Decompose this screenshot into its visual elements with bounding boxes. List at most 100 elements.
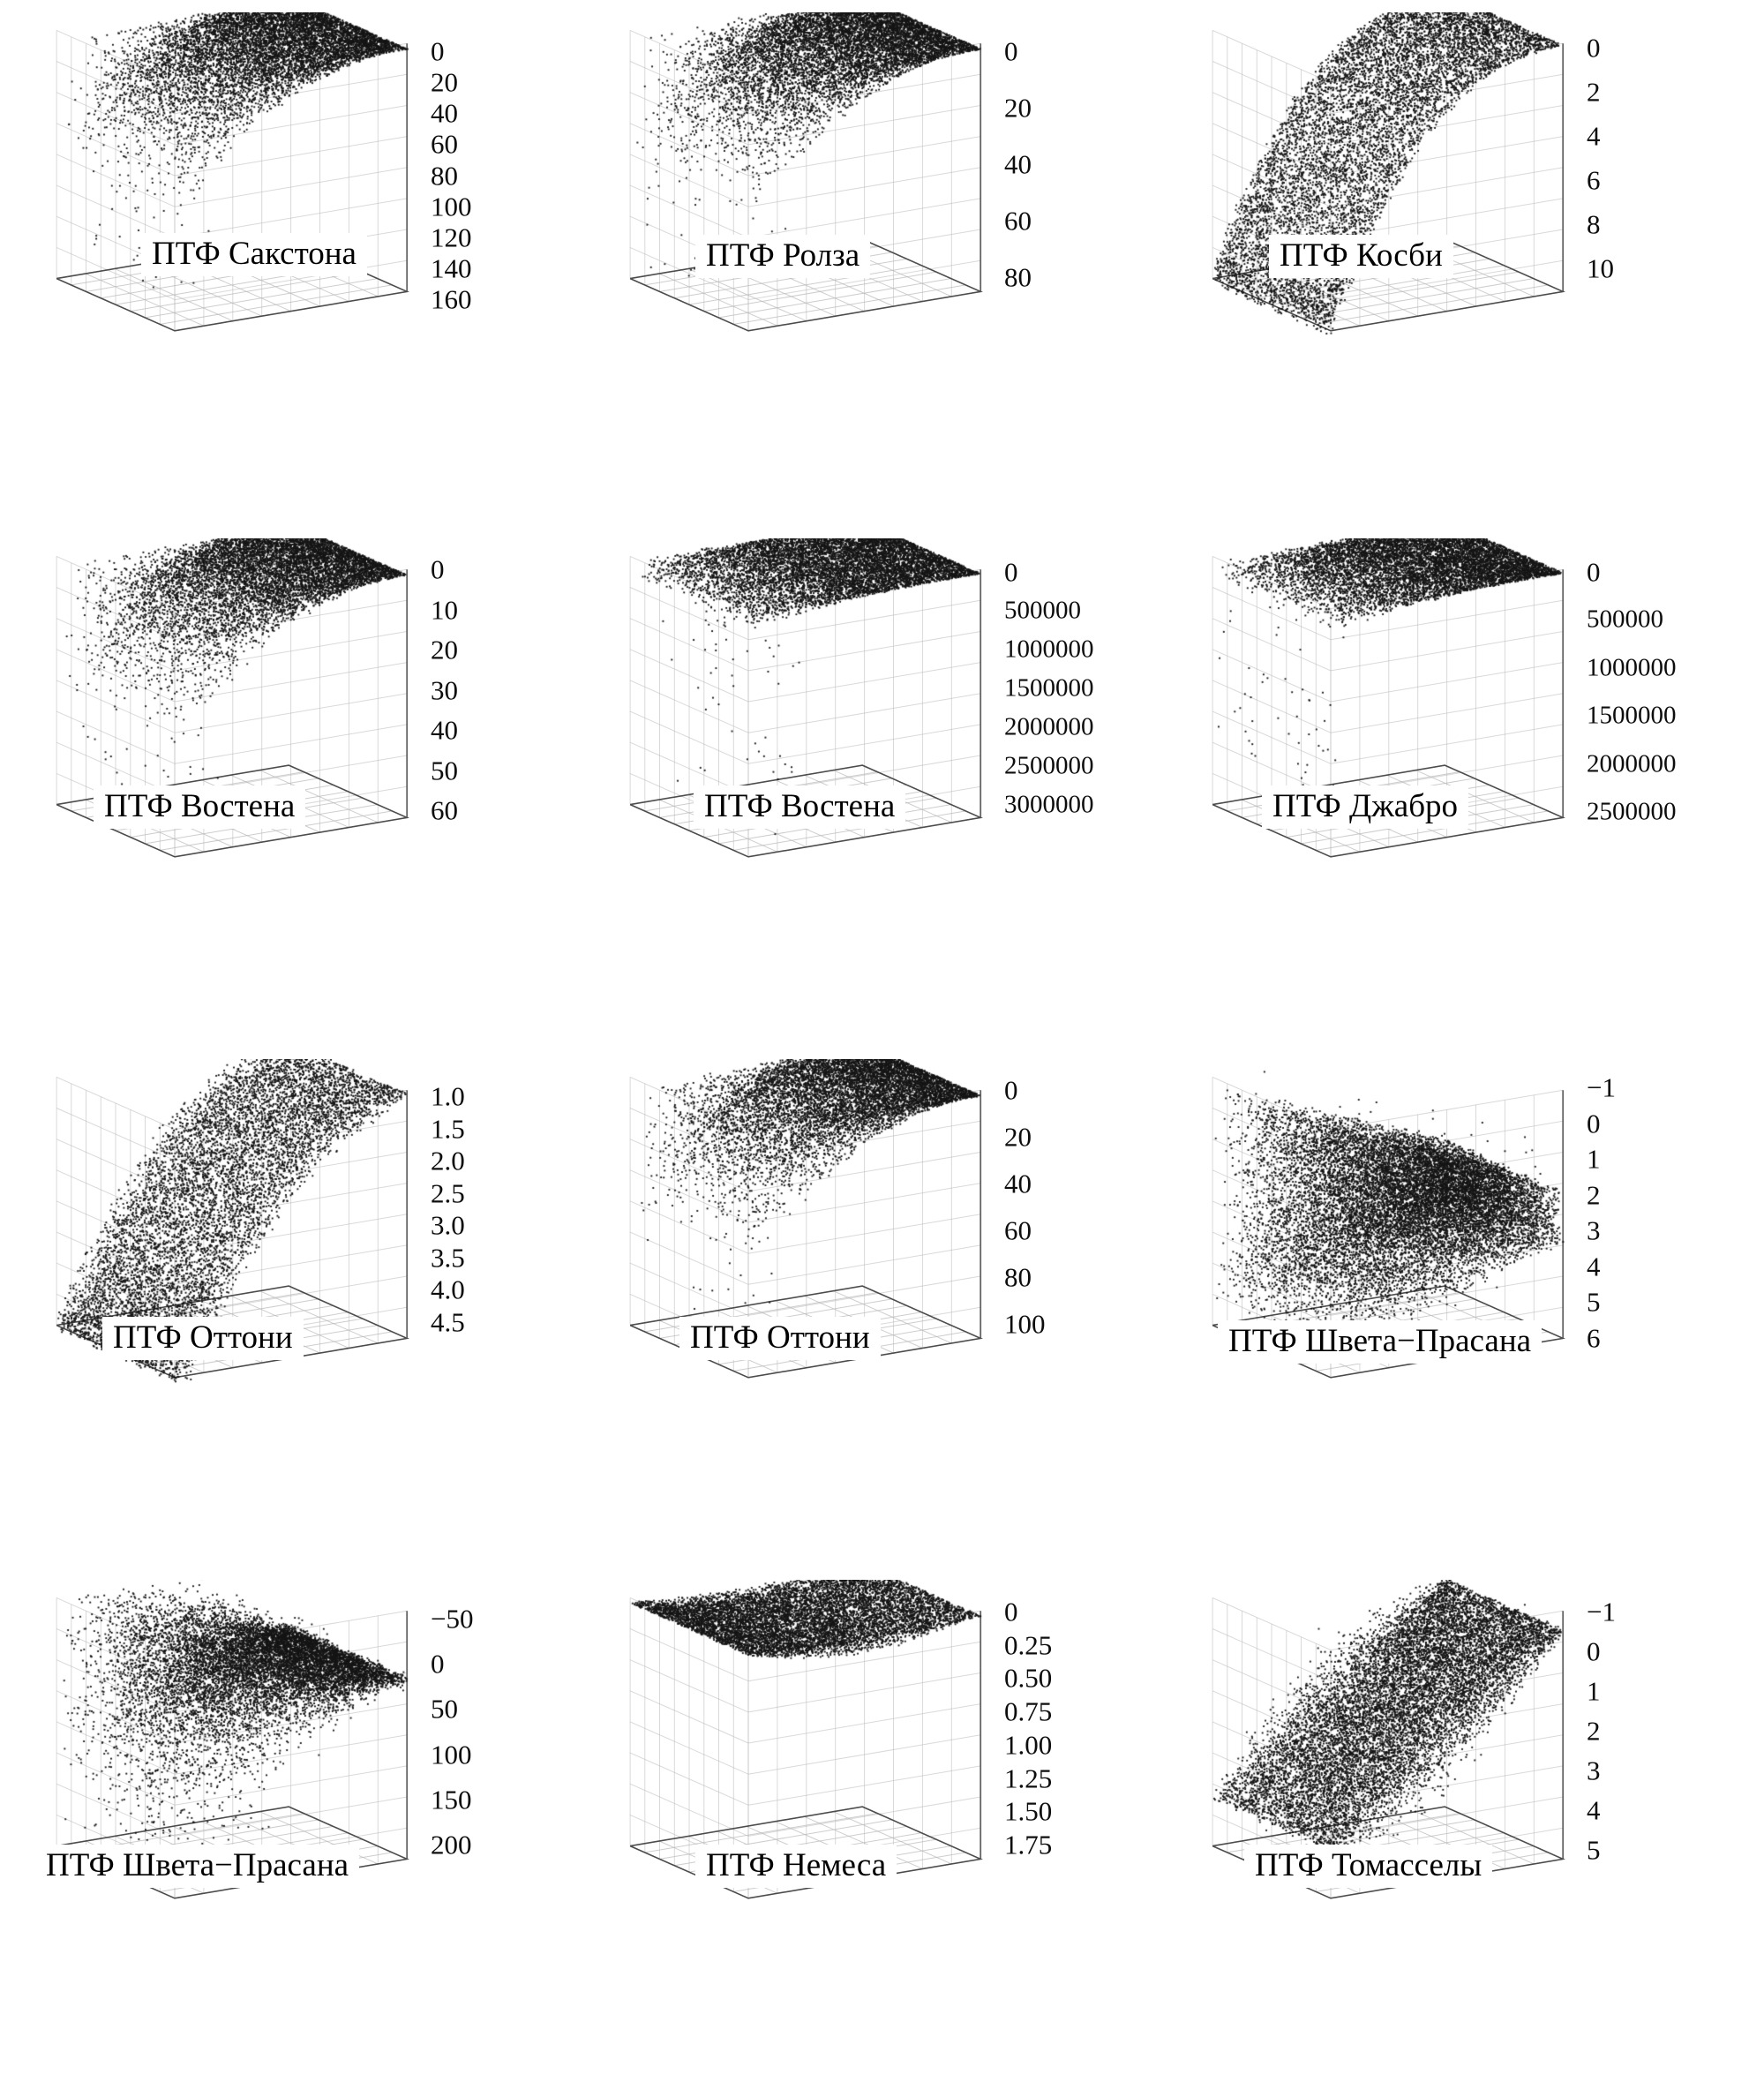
plot-panel-nemes: 0 0.25 0.50 0.75 1.00 1.25 1.50 1.75 ПТФ Немеса: [582, 1580, 1052, 1906]
z-tick-label: 0: [1587, 1635, 1601, 1667]
z-tick-label: 0: [1004, 556, 1018, 588]
z-tick-label: 20: [1004, 92, 1032, 124]
z-tick-label: 1: [1587, 1143, 1601, 1175]
plot-panel-saxton: 0 20 40 60 80 100 120 140 160 ПТФ Сакстона: [9, 12, 472, 339]
z-tick-label: 140: [431, 252, 472, 284]
z-tick-label: 160: [431, 283, 472, 315]
z-tick-label: 0: [431, 1648, 445, 1680]
z-tick-label: 150: [431, 1784, 472, 1815]
z-tick-label: 5: [1587, 1286, 1601, 1318]
plot-panel-vereecken-2: 0 500000 1000000 1500000 2000000 2500000 30000…: [582, 538, 1094, 865]
z-tick-label: 0.50: [1004, 1662, 1053, 1694]
z-tick-label: 10: [1587, 252, 1614, 284]
z-tick-label: 0: [431, 553, 445, 585]
z-tick-label: 1000000: [1587, 653, 1677, 682]
z-tick-label: 2500000: [1004, 751, 1094, 780]
plot-panel-shweta-prasanna-1: −1 0 1 2 3 4 5 6 ПТФ Швета−Прасана: [1165, 1059, 1616, 1386]
z-tick-label: 0: [1004, 1596, 1018, 1627]
z-tick-label: 0: [1587, 556, 1601, 588]
z-tick-label: 1500000: [1587, 701, 1677, 730]
z-tick-label: 60: [431, 128, 458, 160]
z-tick-label: 1000000: [1004, 635, 1094, 664]
panel-caption-saxton: ПТФ Сакстона: [141, 233, 367, 277]
panel-caption-vereecken-1: ПТФ Востена: [94, 785, 306, 830]
z-tick-label: 500000: [1004, 596, 1081, 625]
z-tick-label: 20: [1004, 1121, 1032, 1153]
z-tick-label: 2000000: [1587, 749, 1677, 778]
z-tick-label: 3.5: [431, 1242, 465, 1274]
z-tick-label: 5: [1587, 1834, 1601, 1866]
z-tick-label: 6: [1587, 164, 1601, 196]
z-tick-label: 120: [431, 222, 472, 253]
z-tick-label: 3: [1587, 1755, 1601, 1786]
z-tick-label: 0.75: [1004, 1695, 1053, 1727]
z-tick-label: 1.25: [1004, 1763, 1053, 1794]
z-tick-label: 0.25: [1004, 1629, 1053, 1661]
z-tick-label: 80: [1004, 1261, 1032, 1293]
z-tick-label: 40: [431, 97, 458, 129]
z-tick-label: 20: [431, 66, 458, 98]
z-tick-label: 40: [1004, 148, 1032, 180]
z-tick-label: 100: [431, 191, 472, 222]
z-tick-label: 1.5: [431, 1113, 465, 1145]
panel-caption-shweta-prasanna-1: ПТФ Швета−Прасана: [1218, 1320, 1543, 1364]
z-tick-label: 500000: [1587, 605, 1663, 634]
z-tick-label: 80: [1004, 261, 1032, 293]
z-tick-label: 2: [1587, 1179, 1601, 1211]
panel-caption-ottoni-1: ПТФ Оттони: [102, 1317, 304, 1361]
z-tick-label: 2.5: [431, 1177, 465, 1209]
z-tick-label: 3.0: [431, 1209, 465, 1241]
panel-caption-vereecken-2: ПТФ Востена: [694, 785, 906, 830]
z-tick-label: 1.50: [1004, 1795, 1053, 1827]
z-tick-label: 50: [431, 755, 458, 785]
z-tick-label: 60: [1004, 205, 1032, 237]
z-tick-label: 40: [1004, 1168, 1032, 1199]
panel-caption-nemes: ПТФ Немеса: [695, 1845, 897, 1889]
z-tick-label: 60: [431, 794, 458, 826]
plot-panel-ottoni-2: 0 20 40 60 80 100 ПТФ Оттони: [582, 1059, 1046, 1386]
scatter-cloud-cosby: [1165, 12, 1580, 339]
panel-caption-cosby: ПТФ Косби: [1269, 235, 1453, 279]
z-tick-label: 3000000: [1004, 790, 1094, 819]
z-tick-label: −1: [1587, 1596, 1616, 1627]
z-tick-label: 100: [1004, 1308, 1046, 1340]
z-tick-label: 2: [1587, 76, 1601, 108]
z-tick-label: 2000000: [1004, 712, 1094, 741]
z-tick-label: 2: [1587, 1715, 1601, 1747]
panel-caption-jabro: ПТФ Джабро: [1262, 785, 1469, 830]
z-tick-label: 20: [431, 634, 458, 665]
z-tick-label: 2500000: [1587, 797, 1677, 826]
panel-caption-shweta-prasanna-2: ПТФ Швета−Прасана: [35, 1845, 360, 1889]
z-tick-label: 0: [1004, 1074, 1018, 1106]
plot-panel-jabro: 0 500000 1000000 1500000 2000000 2500000 ПТФ Д…: [1165, 538, 1677, 865]
z-tick-label: 0: [1004, 35, 1018, 67]
z-tick-label: 2.0: [431, 1145, 465, 1176]
plot-panel-vereecken-1: 0 10 20 30 40 50 60 ПТФ Востена: [9, 538, 458, 865]
plot-panel-rawls: 0 20 40 60 80 ПТФ Ролза: [582, 12, 1032, 339]
z-tick-label: 100: [431, 1739, 472, 1770]
scatter-cloud-saxton: [9, 12, 424, 339]
z-tick-label: 4: [1587, 1794, 1601, 1826]
panel-caption-ottoni-2: ПТФ Оттони: [679, 1317, 881, 1361]
z-tick-label: 4.0: [431, 1274, 465, 1305]
z-tick-label: −50: [431, 1603, 474, 1635]
z-tick-label: 10: [431, 594, 458, 625]
z-tick-label: 0: [431, 35, 445, 67]
z-tick-label: 1.75: [1004, 1829, 1053, 1860]
z-tick-label: 40: [431, 714, 458, 746]
z-tick-label: 3: [1587, 1214, 1601, 1246]
plot-panel-cosby: 0 2 4 6 8 10 ПТФ Косби: [1165, 12, 1614, 339]
scatter-cloud-rawls: [582, 12, 997, 339]
z-tick-label: 4: [1587, 1251, 1601, 1282]
panel-caption-rawls: ПТФ Ролза: [695, 235, 871, 279]
z-tick-label: 1: [1587, 1675, 1601, 1707]
z-tick-label: 1.0: [431, 1080, 465, 1112]
z-tick-label: 1.00: [1004, 1729, 1053, 1761]
z-tick-label: 60: [1004, 1214, 1032, 1246]
plot-panel-tomasella: −1 0 1 2 3 4 5 ПТФ Томасселы: [1165, 1580, 1616, 1906]
z-tick-label: 30: [431, 674, 458, 705]
z-tick-label: 200: [431, 1829, 472, 1860]
z-tick-label: 4.5: [431, 1306, 465, 1338]
plot-panel-shweta-prasanna-2: −50 0 50 100 150 200 ПТФ Швета−Прасана: [9, 1580, 473, 1906]
